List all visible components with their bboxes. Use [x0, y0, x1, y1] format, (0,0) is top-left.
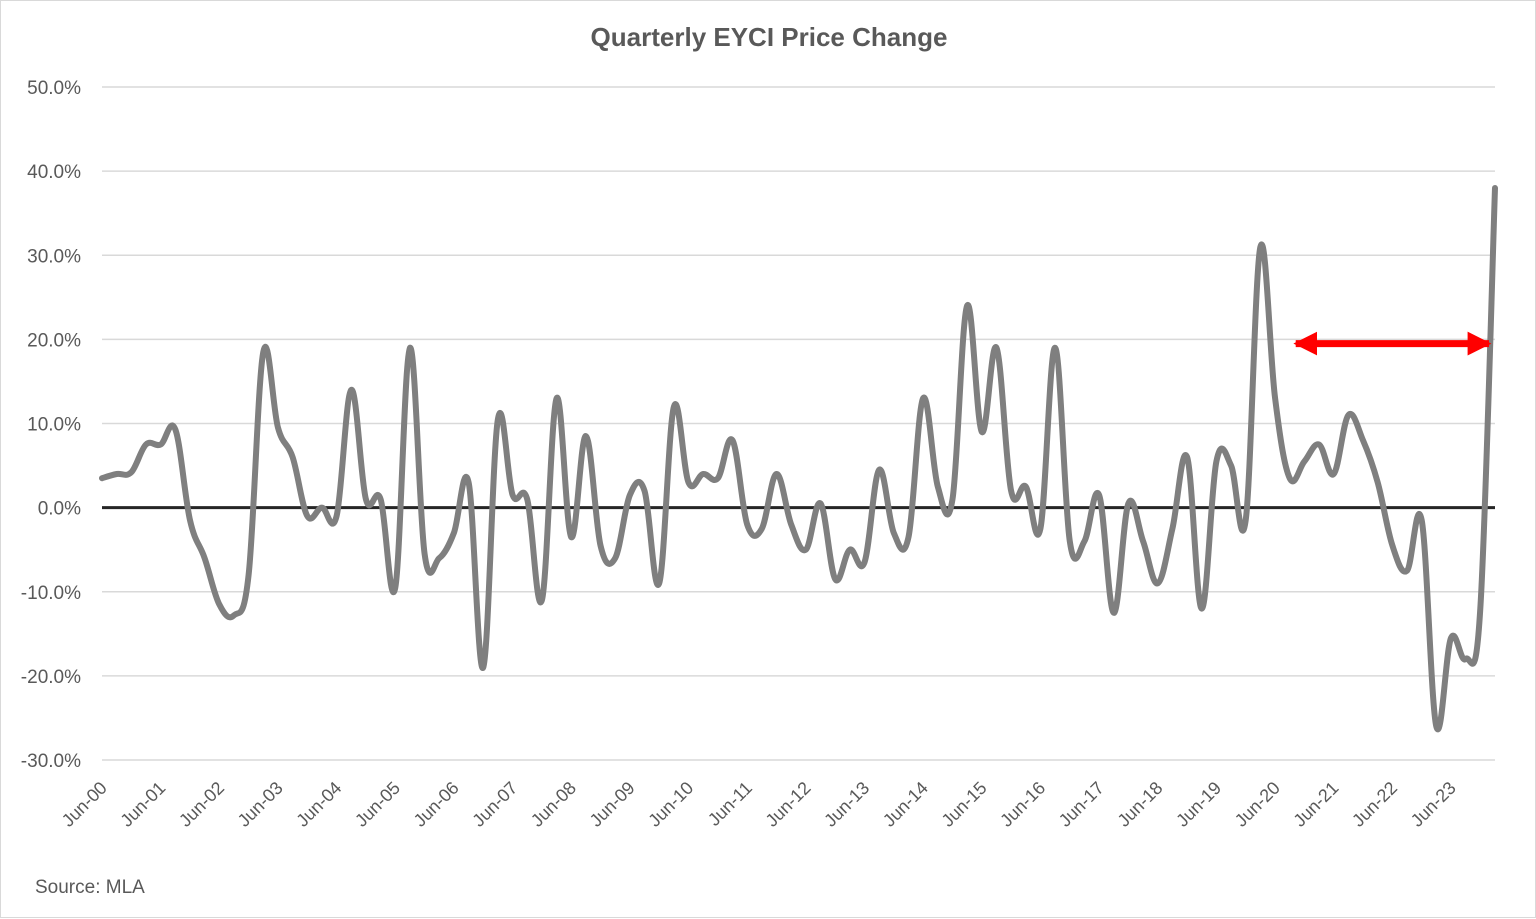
y-axis-ticks: -30.0% -20.0% -10.0% 0.0% 10.0% 20.0% 30.0% 40.…	[21, 78, 81, 772]
x-tick-label: Jun-20	[1231, 778, 1284, 831]
x-tick-label: Jun-10	[644, 778, 697, 831]
x-tick-label: Jun-16	[996, 778, 1049, 831]
x-tick-label: Jun-13	[820, 778, 873, 831]
y-tick-label: -30.0%	[21, 751, 81, 772]
y-tick-label: 40.0%	[27, 162, 81, 183]
y-tick-label: 50.0%	[27, 78, 81, 99]
gridlines	[102, 86, 1495, 761]
x-tick-label: Jun-22	[1348, 778, 1401, 831]
source-note: Source: MLA	[35, 877, 145, 898]
x-tick-label: Jun-01	[116, 778, 169, 831]
x-tick-label: Jun-05	[351, 778, 404, 831]
x-tick-label: Jun-11	[704, 778, 756, 830]
chart-title: Quarterly EYCI Price Change	[591, 22, 948, 52]
x-tick-label: Jun-19	[1172, 778, 1225, 831]
x-tick-label: Jun-15	[938, 778, 991, 831]
x-tick-label: Jun-17	[1055, 778, 1108, 831]
x-tick-label: Jun-02	[175, 778, 228, 831]
x-tick-label: Jun-21	[1289, 778, 1342, 831]
x-tick-label: Jun-07	[468, 778, 521, 831]
x-tick-label: Jun-09	[586, 778, 639, 831]
y-tick-label: 0.0%	[38, 499, 81, 520]
y-tick-label: -20.0%	[21, 667, 81, 688]
x-tick-label: Jun-12	[762, 778, 815, 831]
y-tick-label: -10.0%	[21, 583, 81, 604]
x-tick-label: Jun-06	[410, 778, 463, 831]
x-tick-label: Jun-18	[1114, 778, 1167, 831]
y-tick-label: 30.0%	[27, 246, 81, 267]
x-tick-label: Jun-04	[292, 778, 345, 831]
y-tick-label: 20.0%	[27, 330, 81, 351]
x-tick-label: Jun-14	[879, 778, 932, 831]
x-axis-ticks: Jun-00 Jun-01 Jun-02 Jun-03 Jun-04 Jun-05 Jun-…	[58, 778, 1460, 831]
x-tick-label: Jun-03	[234, 778, 287, 831]
y-tick-label: 10.0%	[27, 415, 81, 436]
x-tick-label: Jun-23	[1407, 778, 1460, 831]
series-line-eyci	[99, 185, 1498, 733]
x-tick-label: Jun-08	[527, 778, 580, 831]
x-tick-label: Jun-00	[58, 778, 111, 831]
